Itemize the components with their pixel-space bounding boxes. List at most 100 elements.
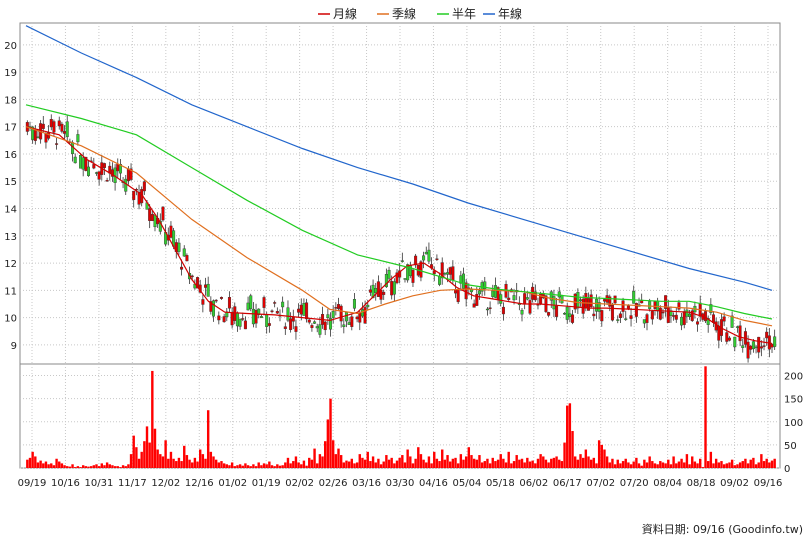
candle-body (664, 295, 668, 309)
candle-body (84, 156, 88, 171)
volume-bar (39, 460, 42, 468)
candle-body (52, 121, 56, 133)
candle-body (395, 272, 399, 284)
candle-body (658, 307, 662, 320)
volume-bar (308, 457, 311, 468)
volume-bar (480, 462, 484, 468)
candle-body (116, 163, 120, 172)
volume-bar (294, 456, 298, 468)
candle-body (427, 249, 431, 262)
candle-body (587, 298, 591, 311)
candle-body (725, 332, 729, 342)
candle-body (233, 306, 237, 321)
candle-body (126, 168, 130, 182)
volume-bar (499, 454, 502, 468)
x-tick-label: 02/26 (319, 478, 348, 489)
volume-bar (542, 456, 545, 468)
price-tick-label: 20 (4, 41, 17, 52)
volume-bar (249, 466, 252, 468)
candle-body (259, 316, 263, 319)
candle-body (60, 123, 64, 132)
price-tick-label: 12 (4, 259, 17, 270)
volume-bar (619, 463, 622, 468)
volume-bar (451, 458, 455, 468)
volume-bar (712, 463, 715, 468)
volume-bar (661, 462, 665, 468)
volume-bar (350, 458, 353, 468)
volume-bar (574, 456, 577, 468)
candle-body (576, 292, 580, 309)
volume-bar (443, 459, 447, 468)
candle-body (568, 313, 572, 317)
candle-body (222, 316, 226, 323)
volume-bar (611, 458, 614, 468)
volume-bar (417, 447, 420, 468)
volume-bar (536, 458, 540, 468)
x-axis: 09/19 10/16 10/31 11/17 12/02 12/16 01/02 01/19… (18, 478, 783, 489)
volume-bar (358, 454, 361, 468)
volume-bar (728, 462, 731, 468)
price-tick-label: 14 (4, 205, 17, 216)
volume-bar (568, 403, 572, 468)
volume-bar (201, 454, 205, 468)
price-panel: 9 10 11 12 13 14 15 16 17 18 19 20 (4, 22, 781, 365)
candle-body (419, 261, 423, 278)
candle-body (355, 316, 359, 320)
candle-body (632, 291, 636, 304)
candle-body (41, 123, 45, 129)
x-tick-label: 09/19 (18, 478, 47, 489)
candle-body (571, 314, 575, 323)
candle-body (642, 319, 646, 324)
candle-body (390, 281, 394, 296)
volume-bar (693, 461, 697, 468)
volume-bar (55, 458, 58, 468)
volume-bar (544, 459, 548, 468)
candle-body (674, 314, 678, 320)
candle-body (547, 312, 551, 316)
volume-bar (286, 457, 290, 468)
volume-bar (148, 442, 151, 468)
x-tick-label: 05/18 (486, 478, 515, 489)
candle-body (227, 297, 231, 309)
x-tick-label: 03/30 (386, 478, 415, 489)
candle-body (379, 289, 383, 300)
candle-body (337, 304, 341, 309)
volume-bar (552, 457, 556, 468)
volume-bar (281, 465, 284, 468)
volume-bar (127, 464, 130, 468)
volume-bar (116, 466, 119, 468)
volume-bar (188, 459, 191, 468)
candle-body (267, 323, 271, 326)
volume-panel: 0 50 100 150 200 (19, 363, 803, 475)
volume-bar (741, 461, 744, 468)
volume-bar (297, 462, 300, 468)
volume-bar (770, 460, 774, 468)
x-tick-label: 10/16 (51, 478, 80, 489)
volume-bar (464, 456, 468, 468)
candle-body (765, 331, 769, 339)
candle-body (398, 270, 402, 278)
volume-bar (26, 459, 29, 468)
volume-bar (667, 459, 670, 468)
candle-body (400, 260, 404, 262)
volume-bar (438, 461, 441, 468)
candle-body (677, 302, 681, 310)
candle-body (512, 295, 516, 301)
volume-bar (204, 458, 207, 468)
candle-body (520, 309, 524, 315)
candle-body (440, 262, 444, 279)
candle-body (626, 305, 630, 310)
candle-body (533, 291, 537, 301)
volume-bar (669, 464, 673, 468)
x-tick-label: 11/17 (118, 478, 147, 489)
price-tick-label: 15 (4, 177, 17, 188)
volume-bar (177, 457, 181, 468)
ma-line-月線 (25, 126, 773, 345)
volume-bar (50, 463, 53, 468)
candle-body (709, 304, 713, 314)
volume-bar (603, 449, 606, 468)
candle-body (592, 313, 596, 317)
volume-bar (44, 461, 48, 468)
volume-bar (683, 462, 686, 468)
candle-body (254, 310, 258, 324)
